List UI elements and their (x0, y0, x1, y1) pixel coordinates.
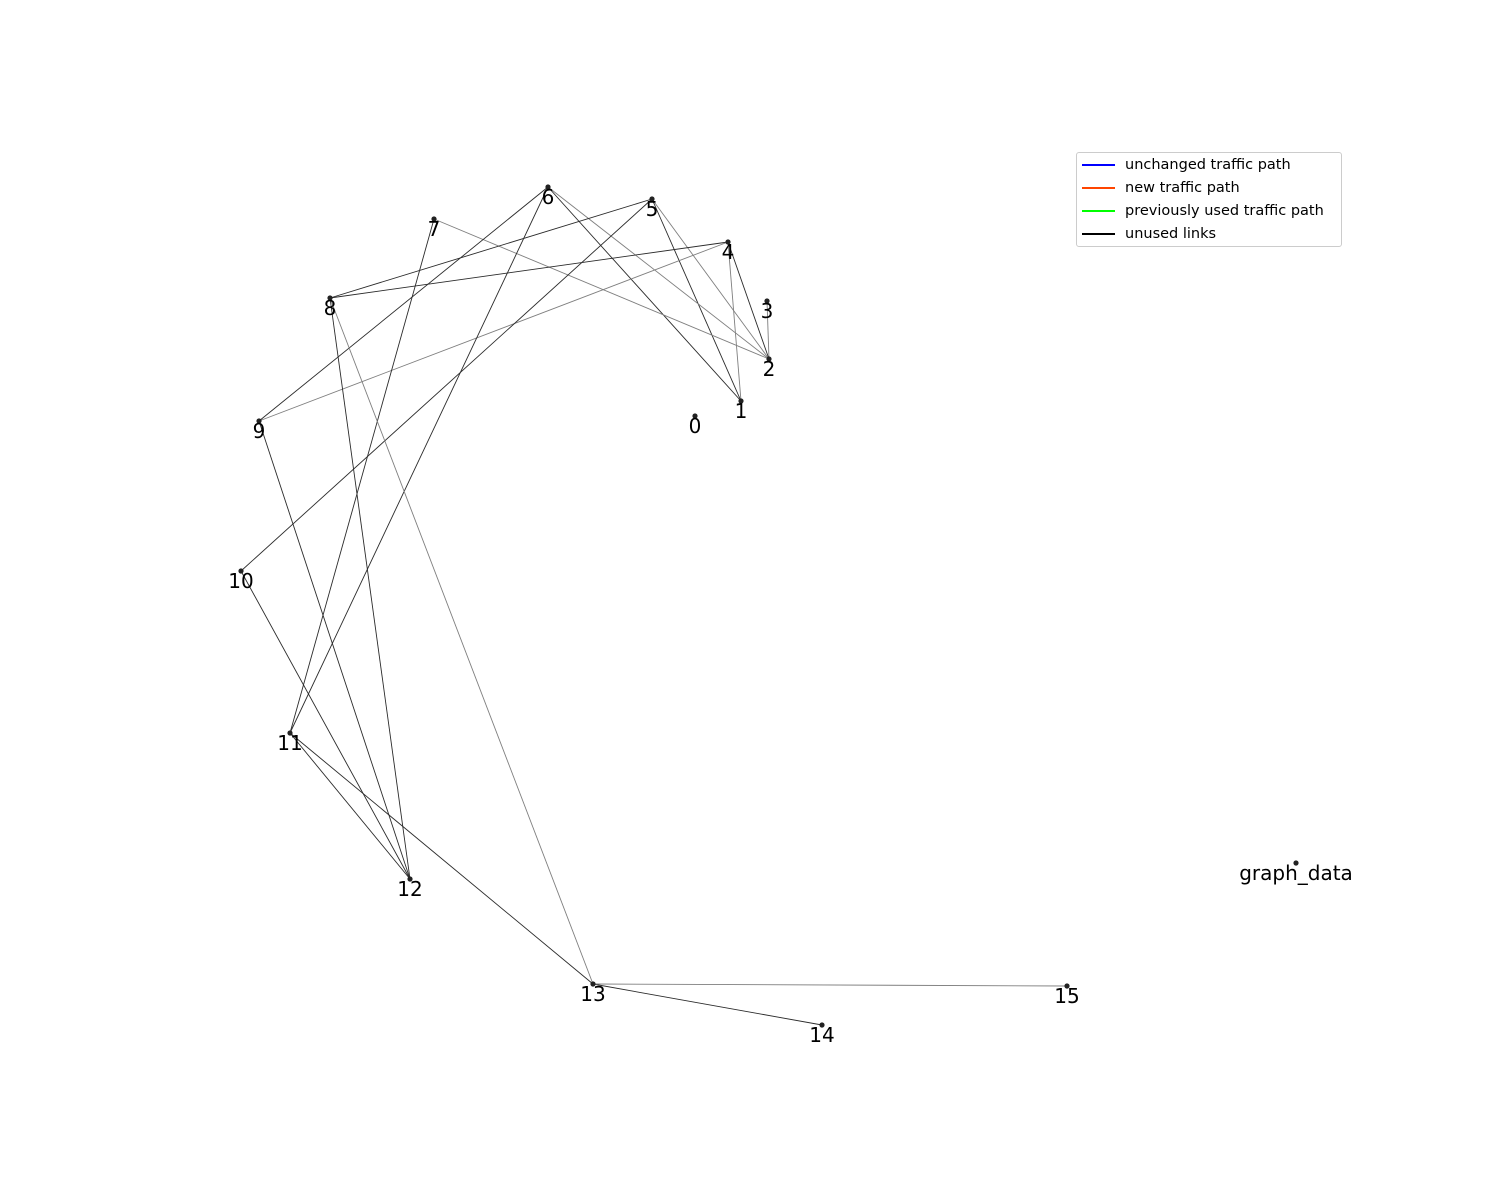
edge-1-6 (547, 186, 742, 402)
edge-4-8 (329, 241, 729, 299)
edge-7-11 (289, 218, 435, 734)
edge-9-12 (258, 420, 411, 880)
legend-swatch-new (1082, 187, 1115, 189)
edge-11-13 (289, 732, 594, 985)
legend-swatch-unchanged (1082, 164, 1115, 166)
edge-2-6 (547, 186, 770, 360)
node-12 (407, 876, 413, 882)
node-label-15: 15 (1054, 984, 1079, 1008)
node-1 (738, 398, 744, 404)
node-14 (819, 1022, 825, 1028)
node-label-0: 0 (689, 414, 702, 438)
node-label-7: 7 (428, 217, 441, 241)
node-4 (725, 239, 731, 245)
node-label-9: 9 (253, 419, 266, 443)
edge-8-12 (329, 297, 411, 880)
node-label-1: 1 (735, 399, 748, 423)
legend-swatch-unused (1082, 233, 1115, 235)
legend-label: unused links (1125, 226, 1217, 242)
edge-2-4 (727, 241, 770, 360)
node-7 (431, 216, 437, 222)
node-label-11: 11 (277, 731, 302, 755)
node-0 (692, 413, 698, 419)
edge-6-9 (258, 186, 549, 422)
node-5 (649, 196, 655, 202)
node-6 (545, 184, 551, 190)
edge-5-10 (240, 198, 653, 572)
node-8 (327, 295, 333, 301)
node-graph_data (1293, 860, 1299, 866)
node-label-3: 3 (761, 299, 774, 323)
edge-2-7 (433, 218, 770, 360)
edge-6-11 (289, 186, 549, 734)
node-label-12: 12 (397, 877, 422, 901)
node-9 (256, 418, 262, 424)
node-label-10: 10 (228, 569, 253, 593)
graph-edges (240, 186, 1068, 1026)
edge-10-12 (240, 570, 411, 880)
legend: unchanged traffic path new traffic path … (1076, 152, 1342, 247)
node-label-2: 2 (763, 357, 776, 381)
node-11 (287, 730, 293, 736)
node-label-4: 4 (722, 240, 735, 264)
legend-label: unchanged traffic path (1125, 157, 1291, 173)
node-label-14: 14 (809, 1023, 834, 1047)
legend-label: new traffic path (1125, 180, 1240, 196)
edge-13-15 (592, 983, 1068, 987)
node-label-8: 8 (324, 296, 337, 320)
node-label-graph_data: graph_data (1239, 861, 1353, 885)
node-label-5: 5 (646, 197, 659, 221)
node-13 (590, 981, 596, 987)
node-3 (764, 298, 770, 304)
node-label-13: 13 (580, 982, 605, 1006)
node-label-6: 6 (542, 185, 555, 209)
edge-4-9 (258, 241, 729, 422)
legend-swatch-previously-used (1082, 210, 1115, 212)
edge-8-13 (329, 297, 594, 985)
edge-13-14 (592, 983, 823, 1026)
edge-1-4 (727, 241, 742, 402)
edge-11-12 (289, 732, 411, 880)
node-2 (766, 356, 772, 362)
node-15 (1064, 983, 1070, 989)
legend-label: previously used traffic path (1125, 203, 1324, 219)
edge-5-8 (329, 198, 653, 299)
edge-1-5 (651, 198, 742, 402)
edge-2-5 (651, 198, 770, 360)
edge-2-3 (766, 300, 770, 360)
node-10 (238, 568, 244, 574)
